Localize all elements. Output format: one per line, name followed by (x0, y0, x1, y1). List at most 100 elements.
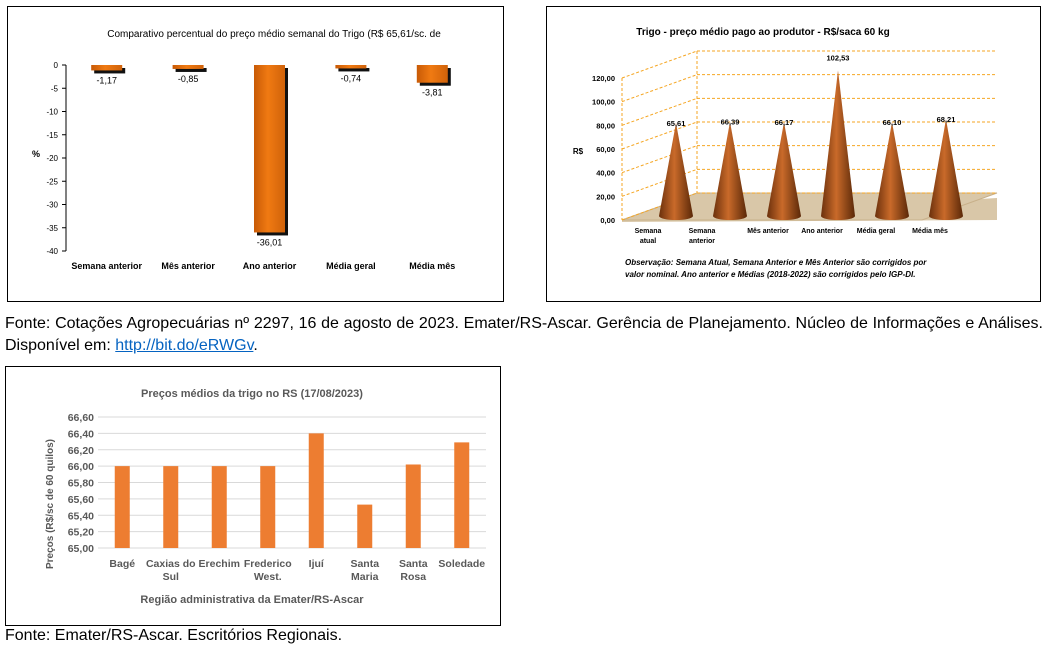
bar-shadow (338, 68, 370, 72)
category-labels: Semana anterior Mês anterior Ano anterior M… (71, 261, 455, 271)
category-label: Bagé (109, 558, 135, 570)
y-tick-label: -15 (46, 131, 58, 140)
cone (875, 122, 909, 220)
category-label: Semana (689, 228, 716, 235)
caption-end: . (253, 337, 258, 354)
y-axis-label: Preços (R$/sc de 60 quilos) (45, 439, 56, 569)
category-label: Mês anterior (161, 261, 215, 271)
category-label: Média mês (409, 261, 455, 271)
category-label: Frederico (244, 558, 292, 570)
category-label: Sul (163, 571, 179, 583)
category-label: Semana anterior (71, 261, 142, 271)
y-axis: 65,00 65,20 65,40 65,60 65,80 66,00 66,20 66,40… (68, 412, 94, 555)
bar (405, 464, 421, 548)
percent-comparison-chart: Comparativo percentual do preço médio se… (32, 29, 455, 271)
bar (308, 433, 324, 548)
y-tick-label: 120,00 (592, 74, 615, 83)
chart-title: Comparativo percentual do preço médio se… (107, 29, 441, 40)
bar (163, 466, 179, 548)
chart-note-line2: valor nominal. Ano anterior e Médias (20… (625, 270, 915, 279)
side-gridline (621, 74, 698, 103)
cones (659, 70, 963, 220)
y-axis-label: % (32, 149, 40, 159)
chart-panel-producer-price: Trigo - preço médio pago ao produtor - R… (546, 6, 1041, 302)
data-label: 66,10 (883, 118, 902, 127)
chart-note-line1: Observação: Semana Atual, Semana Anterio… (625, 258, 927, 267)
source-caption-2: Fonte: Emater/RS-Ascar. Escritórios Regi… (5, 627, 343, 644)
bar (114, 466, 130, 548)
y-tick-label: -5 (51, 84, 59, 93)
y-tick-label: 40,00 (596, 169, 615, 178)
y-tick-label: 66,60 (68, 412, 94, 424)
y-tick-label: -30 (46, 201, 58, 210)
category-label: Caxias do (146, 558, 196, 570)
data-label: 66,17 (775, 118, 794, 127)
category-label: Erechim (199, 558, 240, 570)
category-label: Média geral (857, 228, 896, 235)
category-labels: Semana atual Semana anterior Mês anterior Ano… (635, 228, 948, 245)
bar (454, 442, 470, 548)
y-tick-label: 65,60 (68, 494, 94, 506)
y-tick-label: 80,00 (596, 121, 615, 130)
cone (659, 122, 693, 220)
category-label: Soledade (438, 558, 485, 570)
chart-title: Trigo - preço médio pago ao produtor - R… (636, 27, 889, 38)
data-label: 102,53 (827, 53, 850, 62)
side-gridline (621, 97, 698, 126)
data-label: 65,61 (667, 119, 686, 128)
category-label: West. (254, 571, 282, 583)
bar (91, 65, 123, 71)
data-label: 66,39 (721, 118, 740, 127)
y-tick-label: 20,00 (596, 192, 615, 201)
source-link[interactable]: http://bit.do/eRWGv (115, 337, 254, 354)
gridlines (98, 416, 486, 549)
bar-shadow (175, 68, 207, 72)
category-label: Ano anterior (243, 261, 297, 271)
y-tick-label: 66,40 (68, 428, 94, 440)
value-labels: 65,61 66,39 66,17 102,53 66,10 68,21 (667, 53, 956, 127)
bar (254, 65, 285, 233)
category-label: anterior (689, 238, 715, 245)
category-label: Média mês (912, 228, 948, 235)
y-axis: 0,00 20,00 40,00 60,00 80,00 100,00 120,00 (592, 74, 615, 225)
value-labels: -1,17 -0,85 -36,01 -0,74 -3,81 (96, 73, 442, 247)
cone (821, 70, 855, 220)
side-gridline (621, 50, 698, 79)
y-axis-label: R$ (573, 147, 584, 156)
x-axis-label: Região administrativa da Emater/RS-Ascar (140, 594, 364, 606)
bar (211, 466, 227, 548)
cone (713, 121, 747, 220)
data-label: -3,81 (422, 88, 443, 98)
y-tick-label: 0 (54, 61, 59, 70)
bars (91, 65, 451, 236)
y-tick-label: -10 (46, 108, 58, 117)
category-label: Ano anterior (801, 228, 843, 235)
y-tick-label: -25 (46, 177, 58, 186)
y-tick-label: 65,00 (68, 543, 94, 555)
side-gridline (621, 145, 698, 174)
category-label: Média geral (326, 261, 376, 271)
bar (335, 65, 367, 69)
y-axis: 0 -5 -10 -15 -20 -25 -30 -35 -40 (46, 61, 67, 256)
caption-text: Fonte: Cotações Agropecuárias nº 2297, 1… (5, 315, 1043, 354)
category-label: Maria (351, 571, 379, 583)
y-tick-label: -20 (46, 154, 58, 163)
category-label: atual (640, 238, 656, 245)
y-tick-label: 65,20 (68, 527, 94, 539)
bar (172, 65, 204, 69)
bar (357, 504, 373, 548)
y-tick-label: 65,40 (68, 510, 94, 522)
y-tick-label: 66,00 (68, 461, 94, 473)
bar (416, 65, 448, 83)
bars (114, 433, 470, 548)
y-tick-label: 60,00 (596, 145, 615, 154)
data-label: -0,74 (341, 73, 362, 83)
chart-title: Preços médios da trigo no RS (17/08/2023… (141, 388, 363, 400)
data-label: -36,01 (257, 237, 283, 247)
data-label: 68,21 (937, 115, 956, 124)
category-label: Mês anterior (747, 228, 789, 235)
regional-prices-chart: Preços médios da trigo no RS (17/08/2023… (45, 388, 486, 606)
side-gridline (621, 121, 698, 150)
cone (929, 119, 963, 220)
